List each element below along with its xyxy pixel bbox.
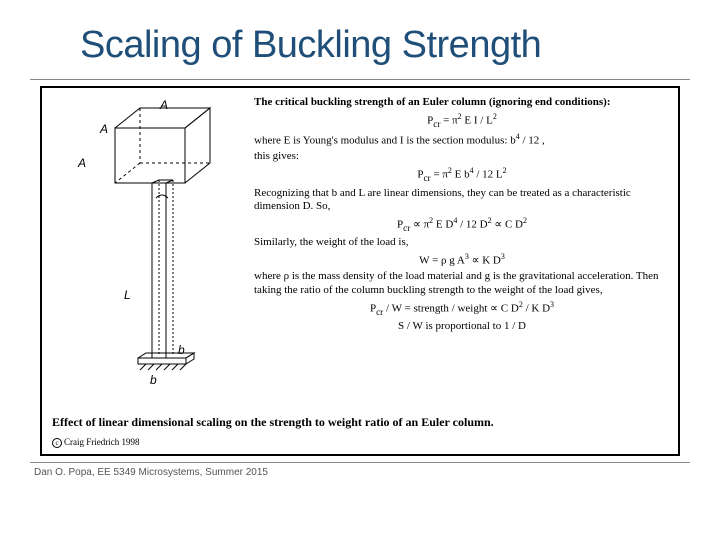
eq5-b: / K D	[523, 303, 550, 315]
footer-text: Dan O. Popa, EE 5349 Microsystems, Summe…	[0, 463, 720, 478]
para-3: this gives:	[254, 150, 670, 164]
eq2-c: / 12 L	[474, 169, 503, 181]
p2a: where E is Young's modulus and I is the …	[254, 135, 516, 147]
label-A-left: A	[100, 122, 108, 136]
eq3-b: E D	[433, 219, 453, 231]
eq5-e2: 3	[550, 300, 554, 309]
figure-box: A A A L b b The critical buckling streng…	[40, 86, 680, 456]
p2b: / 12 ,	[520, 135, 545, 147]
para-1: The critical buckling strength of an Eul…	[254, 96, 670, 110]
euler-column-diagram: A A A L b b	[60, 98, 245, 398]
label-b1: b	[178, 343, 185, 357]
label-L: L	[124, 288, 131, 302]
figure-caption: Effect of linear dimensional scaling on …	[52, 415, 494, 430]
label-A-top: A	[160, 98, 168, 112]
eq3-e4: 2	[523, 216, 527, 225]
copyright-text: Craig Friedrich 1998	[64, 437, 140, 447]
eq4-b: ∝ K D	[469, 255, 501, 267]
eq2-a: = π	[431, 169, 448, 181]
copyright-icon: c	[52, 438, 62, 448]
equation-1: Pcr = π2 E I / L2	[254, 112, 670, 130]
equation-4: W = ρ g A3 ∝ K D3	[254, 252, 670, 268]
diagram-svg	[60, 98, 245, 398]
eq4-a: W = ρ g A	[419, 255, 465, 267]
para-2: where E is Young's modulus and I is the …	[254, 132, 670, 148]
label-A-far: A	[78, 156, 86, 170]
para-4: Recognizing that b and L are linear dime…	[254, 187, 670, 215]
para-6: where ρ is the mass density of the load …	[254, 270, 670, 298]
eq1-mid: E I / L	[462, 114, 493, 126]
eq2-sub: cr	[423, 173, 430, 183]
eq2-b: E b	[452, 169, 470, 181]
equation-5: Pcr / W = strength / weight ∝ C D2 / K D…	[254, 300, 670, 318]
eq2-e3: 2	[503, 166, 507, 175]
label-b2: b	[150, 373, 157, 387]
text-column: The critical buckling strength of an Eul…	[254, 94, 670, 336]
equation-2: Pcr = π2 E b4 / 12 L2	[254, 166, 670, 184]
eq3-d: ∝ C D	[492, 219, 523, 231]
eq4-e2: 3	[501, 252, 505, 261]
slide-title: Scaling of Buckling Strength	[0, 0, 720, 75]
eq1-a: = π	[440, 114, 457, 126]
eq3-c: / 12 D	[457, 219, 487, 231]
eq1-e2: 2	[493, 112, 497, 121]
eq3-a: ∝ π	[410, 219, 429, 231]
equation-6: S / W is proportional to 1 / D	[254, 320, 670, 334]
title-divider	[30, 79, 690, 80]
para-5: Similarly, the weight of the load is,	[254, 236, 670, 250]
equation-3: Pcr ∝ π2 E D4 / 12 D2 ∝ C D2	[254, 216, 670, 234]
eq5-a: / W = strength / weight ∝ C D	[383, 303, 519, 315]
copyright-line: cCraig Friedrich 1998	[52, 437, 140, 448]
